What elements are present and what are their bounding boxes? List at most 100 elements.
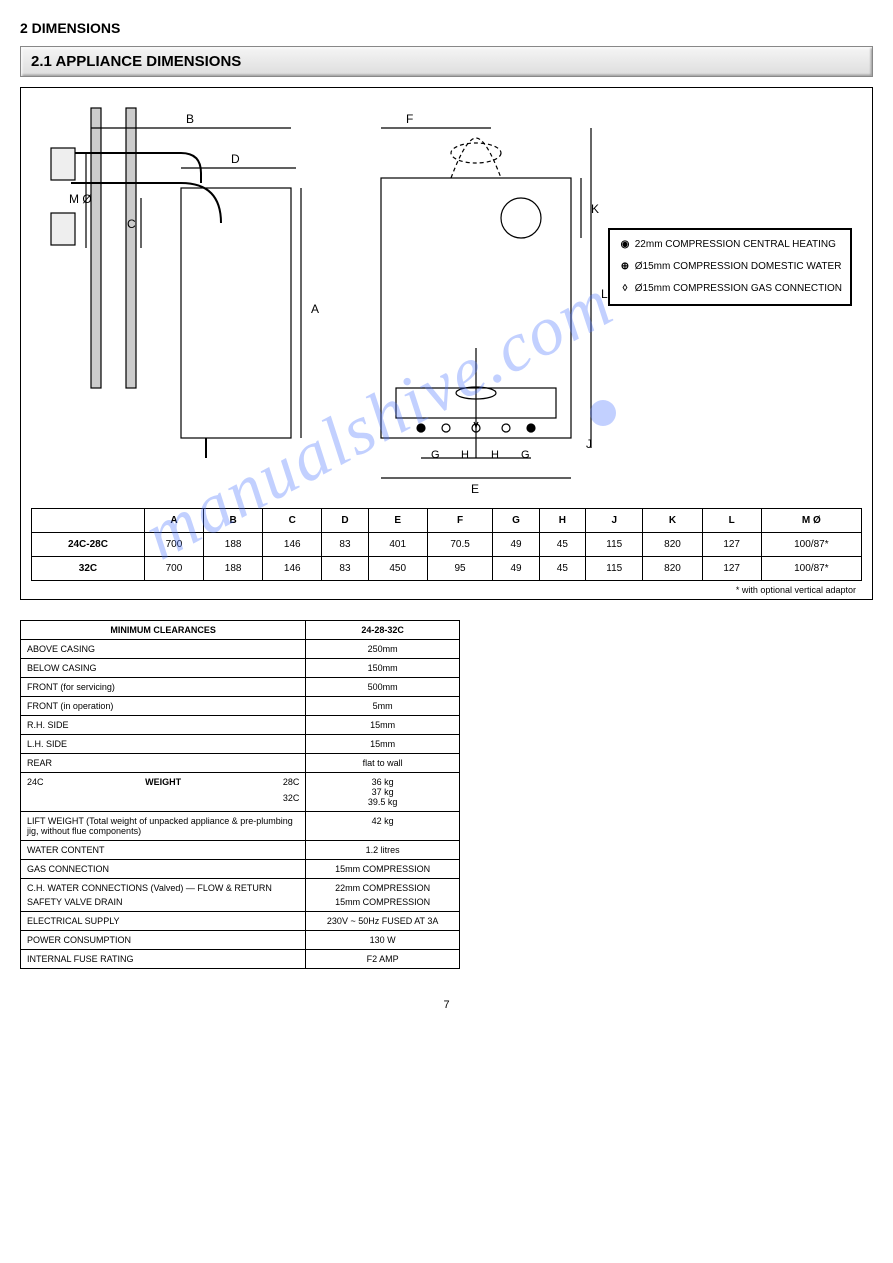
page-heading: 2 DIMENSIONS [20,20,873,36]
section-title-bar: 2.1 APPLIANCE DIMENSIONS [20,46,873,77]
svg-text:C: C [127,217,136,231]
table-row: C.H. WATER CONNECTIONS (Valved) — FLOW &… [21,879,460,912]
table-header-row: A B C D E F G H J K L M Ø [32,509,862,533]
td: 820 [643,557,702,581]
td: 24C WEIGHT 28C 32C [21,773,306,812]
td: 146 [263,557,322,581]
diagram-area: B D A M Ø C [31,98,862,498]
td: 500mm [306,678,460,697]
td: 45 [539,533,585,557]
legend-text: Ø15mm COMPRESSION GAS CONNECTION [635,283,842,294]
svg-text:L: L [601,287,608,301]
td: FRONT (for servicing) [21,678,306,697]
cell-text: 37 kg [312,787,453,797]
td: 45 [539,557,585,581]
cell-text: 28C [283,777,300,787]
td: 15mm COMPRESSION [306,860,460,879]
th: K [643,509,702,533]
cell-text: SAFETY VALVE DRAIN [27,897,299,907]
svg-text:M Ø: M Ø [69,192,92,206]
td: 15mm [306,716,460,735]
td: POWER CONSUMPTION [21,931,306,950]
table-row: R.H. SIDE15mm [21,716,460,735]
diagram-container: B D A M Ø C [20,87,873,600]
td: 36 kg 37 kg 39.5 kg [306,773,460,812]
table-row: 24C-28C 700 188 146 83 401 70.5 49 45 11… [32,533,862,557]
table-row: ELECTRICAL SUPPLY230V ~ 50Hz FUSED AT 3A [21,912,460,931]
td: LIFT WEIGHT (Total weight of unpacked ap… [21,812,306,841]
svg-text:G: G [521,449,530,461]
legend-text: 22mm COMPRESSION CENTRAL HEATING [635,239,836,250]
table-header-row: MINIMUM CLEARANCES 24-28-32C [21,621,460,640]
th: G [493,509,539,533]
th: J [586,509,643,533]
td: 115 [586,557,643,581]
table-row: ABOVE CASING250mm [21,640,460,659]
th: L [702,509,761,533]
td: 1.2 litres [306,841,460,860]
td: flat to wall [306,754,460,773]
td: 32C [32,557,145,581]
table-row: FRONT (for servicing)500mm [21,678,460,697]
td: 127 [702,533,761,557]
td: L.H. SIDE [21,735,306,754]
td: 700 [144,533,203,557]
th: D [322,509,368,533]
th: A [144,509,203,533]
dw-symbol-icon: ⊕ [618,260,632,274]
td: 188 [204,533,263,557]
table-row: BELOW CASING150mm [21,659,460,678]
svg-text:H: H [491,449,499,461]
td: 100/87* [761,533,861,557]
svg-text:E: E [471,482,479,496]
cell-text: 39.5 kg [312,797,453,807]
td: REAR [21,754,306,773]
cell-text: 22mm COMPRESSION [312,883,453,893]
th [32,509,145,533]
td: 5mm [306,697,460,716]
td: C.H. WATER CONNECTIONS (Valved) — FLOW &… [21,879,306,912]
svg-text:F: F [406,112,413,126]
cell-text: WEIGHT [145,777,181,787]
svg-text:H: H [461,449,469,461]
td: 146 [263,533,322,557]
cell-text: 24C [27,777,44,787]
svg-text:D: D [231,152,240,166]
td: 15mm [306,735,460,754]
th: M Ø [761,509,861,533]
td: 115 [586,533,643,557]
td: INTERNAL FUSE RATING [21,950,306,969]
td: 188 [204,557,263,581]
svg-text:K: K [591,202,599,216]
legend-text: Ø15mm COMPRESSION DOMESTIC WATER [635,261,842,272]
th: F [427,509,493,533]
th: B [204,509,263,533]
td: WATER CONTENT [21,841,306,860]
table-row: POWER CONSUMPTION130 W [21,931,460,950]
page-number: 7 [20,999,873,1011]
th: C [263,509,322,533]
td: R.H. SIDE [21,716,306,735]
td: 100/87* [761,557,861,581]
table-row: FRONT (in operation)5mm [21,697,460,716]
legend-box: ◉ 22mm COMPRESSION CENTRAL HEATING ⊕ Ø15… [608,228,852,306]
table-row: GAS CONNECTION15mm COMPRESSION [21,860,460,879]
td: 22mm COMPRESSION 15mm COMPRESSION [306,879,460,912]
td: ABOVE CASING [21,640,306,659]
th: H [539,509,585,533]
td: 83 [322,533,368,557]
td: 250mm [306,640,460,659]
svg-text:G: G [431,449,440,461]
svg-text:J: J [586,437,592,451]
td: 24C-28C [32,533,145,557]
svg-text:A: A [311,302,319,316]
legend-row: ⊕ Ø15mm COMPRESSION DOMESTIC WATER [618,260,842,274]
ch-symbol-icon: ◉ [618,238,632,252]
td: 450 [368,557,427,581]
table-row: L.H. SIDE15mm [21,735,460,754]
td: 820 [643,533,702,557]
td: 70.5 [427,533,493,557]
cell-text: C.H. WATER CONNECTIONS (Valved) — FLOW &… [27,883,299,893]
td: 49 [493,557,539,581]
table-row: REARflat to wall [21,754,460,773]
